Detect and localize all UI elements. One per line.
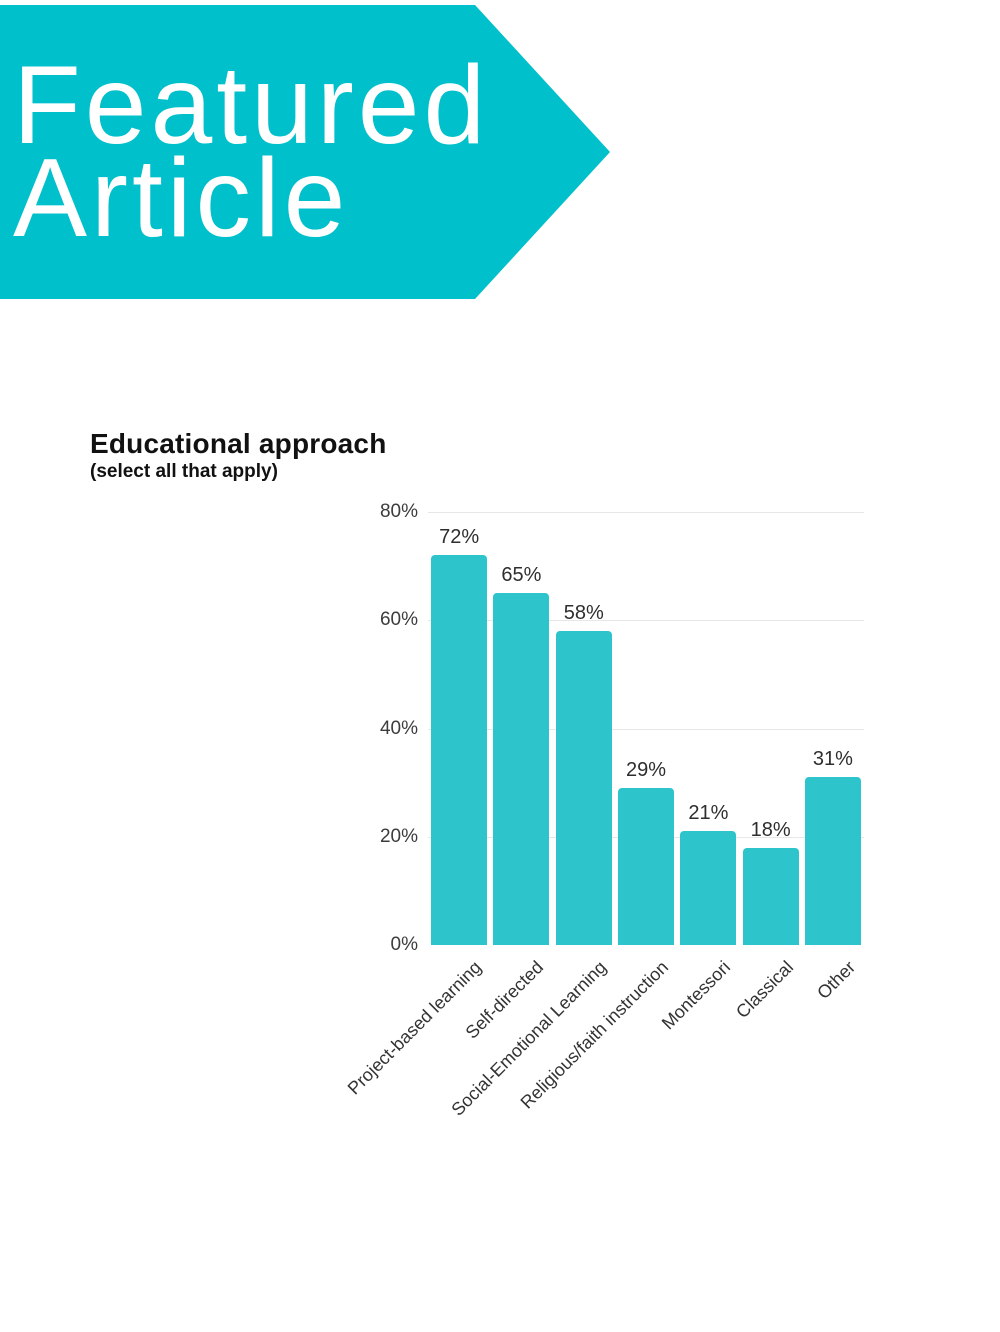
banner-title: Featured Article <box>13 5 490 260</box>
bar-5 <box>742 847 799 945</box>
x-axis-category-label: Project-based learning <box>343 957 486 1099</box>
y-axis-tick-label: 60% <box>379 609 418 631</box>
y-axis-tick-label: 40% <box>379 717 418 739</box>
bar-value-label: 21% <box>688 802 729 825</box>
featured-article-banner: Featured Article <box>0 5 610 299</box>
x-axis-category-label: Social-Emotional Learning <box>447 957 610 1120</box>
bar-4 <box>680 831 737 945</box>
gridline-40 <box>428 728 864 730</box>
bar-value-label: 72% <box>439 526 480 549</box>
gridline-80 <box>428 512 864 514</box>
bar-value-label: 31% <box>812 748 853 771</box>
x-axis-category-label: Montessori <box>658 957 735 1034</box>
gridline-60 <box>428 620 864 622</box>
chart-title: Educational approach <box>90 428 387 459</box>
y-axis-tick-label: 0% <box>390 934 418 955</box>
banner-title-line2: Article <box>13 136 350 260</box>
chart-subtitle: (select all that apply) <box>90 461 278 482</box>
x-axis-category-label: Other <box>813 957 860 1003</box>
banner-title-line1: Featured <box>13 43 490 167</box>
bar-1 <box>493 593 550 945</box>
x-axis-category-label: Religious/faith instruction <box>516 957 673 1113</box>
bar-value-label: 65% <box>501 564 542 587</box>
x-axis-category-label: Self-directed <box>461 957 548 1043</box>
bar-value-label: 18% <box>750 818 791 841</box>
bar-3 <box>618 788 675 945</box>
x-axis-category-label: Classical <box>731 957 797 1023</box>
y-axis-tick-label: 80% <box>379 501 418 523</box>
bar-2 <box>555 631 612 945</box>
bar-value-label: 58% <box>563 602 604 625</box>
bar-0 <box>431 555 488 945</box>
bar-value-label: 29% <box>626 759 667 782</box>
y-axis-tick-label: 20% <box>379 825 418 847</box>
bar-6 <box>804 777 861 945</box>
